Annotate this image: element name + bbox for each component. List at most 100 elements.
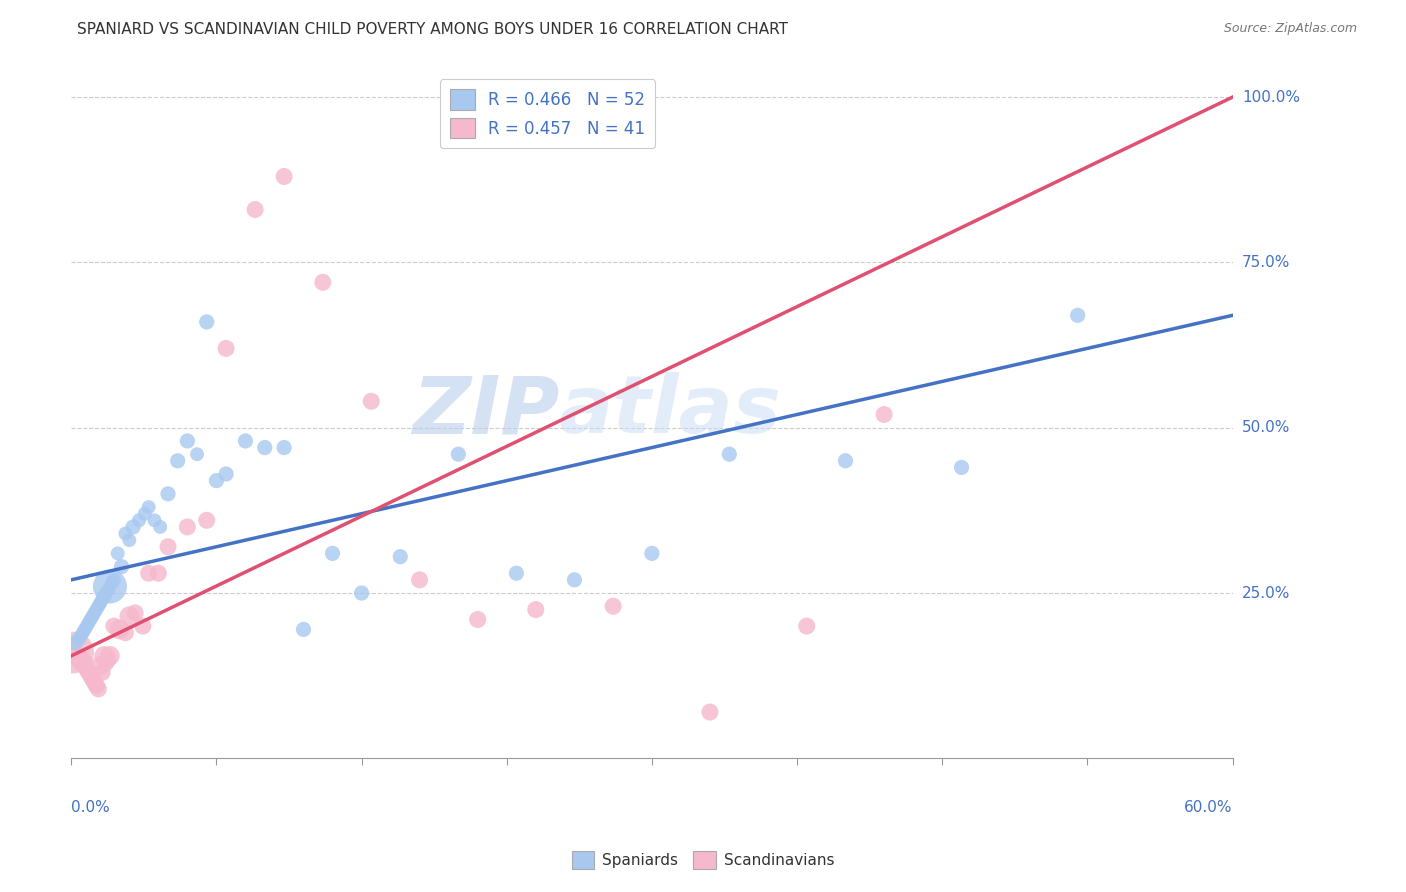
Point bbox=[138, 566, 160, 581]
Text: 75.0%: 75.0% bbox=[1243, 255, 1291, 270]
Point bbox=[215, 467, 238, 481]
Text: SPANIARD VS SCANDINAVIAN CHILD POVERTY AMONG BOYS UNDER 16 CORRELATION CHART: SPANIARD VS SCANDINAVIAN CHILD POVERTY A… bbox=[77, 22, 789, 37]
Point bbox=[70, 652, 93, 666]
Point bbox=[103, 619, 125, 633]
Point bbox=[63, 635, 86, 649]
Point bbox=[94, 656, 117, 670]
Point bbox=[114, 526, 136, 541]
Point bbox=[70, 629, 93, 643]
Point bbox=[950, 460, 973, 475]
Point bbox=[122, 520, 145, 534]
Point bbox=[834, 454, 856, 468]
Point bbox=[186, 447, 208, 461]
Point bbox=[389, 549, 412, 564]
Point bbox=[176, 520, 198, 534]
Point bbox=[132, 619, 155, 633]
Point bbox=[467, 612, 489, 626]
Point bbox=[97, 652, 120, 666]
Point bbox=[143, 513, 166, 527]
Point bbox=[243, 202, 266, 217]
Point bbox=[134, 507, 156, 521]
Point bbox=[108, 623, 131, 637]
Point bbox=[718, 447, 741, 461]
Point bbox=[273, 441, 295, 455]
Point bbox=[215, 342, 238, 356]
Point bbox=[156, 540, 179, 554]
Point bbox=[524, 602, 547, 616]
Point bbox=[273, 169, 295, 184]
Point bbox=[86, 679, 108, 693]
Point bbox=[79, 612, 101, 626]
Text: 50.0%: 50.0% bbox=[1243, 420, 1291, 435]
Point bbox=[124, 606, 146, 620]
Point bbox=[114, 625, 136, 640]
Point bbox=[72, 625, 94, 640]
Point bbox=[148, 566, 170, 581]
Point bbox=[138, 500, 160, 514]
Point bbox=[72, 656, 94, 670]
Point bbox=[166, 454, 188, 468]
Point bbox=[195, 315, 218, 329]
Point bbox=[98, 579, 121, 593]
Point bbox=[76, 619, 98, 633]
Point bbox=[94, 586, 117, 600]
Point bbox=[97, 582, 120, 597]
Point bbox=[1066, 309, 1088, 323]
Point bbox=[699, 705, 721, 719]
Point bbox=[79, 669, 101, 683]
Point bbox=[98, 648, 121, 663]
Point bbox=[408, 573, 430, 587]
Point bbox=[67, 632, 90, 647]
Point bbox=[103, 573, 125, 587]
Point bbox=[91, 592, 114, 607]
Point bbox=[873, 408, 896, 422]
Point bbox=[76, 662, 98, 676]
Point bbox=[87, 681, 110, 696]
Point bbox=[156, 487, 179, 501]
Point bbox=[82, 672, 104, 686]
Point bbox=[235, 434, 257, 448]
Point bbox=[312, 275, 335, 289]
Point bbox=[128, 513, 150, 527]
Text: 60.0%: 60.0% bbox=[1184, 800, 1233, 815]
Point bbox=[93, 590, 115, 604]
Point bbox=[350, 586, 373, 600]
Point bbox=[89, 596, 111, 610]
Text: 0.0%: 0.0% bbox=[72, 800, 110, 815]
Point bbox=[602, 599, 624, 614]
Point bbox=[322, 546, 344, 560]
Point bbox=[83, 606, 105, 620]
Point bbox=[87, 599, 110, 614]
Point bbox=[110, 559, 132, 574]
Text: ZIP: ZIP bbox=[412, 372, 560, 450]
Point bbox=[82, 609, 104, 624]
Text: atlas: atlas bbox=[560, 372, 782, 450]
Point bbox=[205, 474, 228, 488]
Point bbox=[505, 566, 527, 581]
Point bbox=[564, 573, 586, 587]
Point bbox=[93, 648, 115, 663]
Point bbox=[89, 658, 111, 673]
Text: Source: ZipAtlas.com: Source: ZipAtlas.com bbox=[1223, 22, 1357, 36]
Point bbox=[83, 675, 105, 690]
Point bbox=[292, 623, 315, 637]
Point bbox=[118, 533, 141, 548]
Point bbox=[77, 665, 100, 680]
Text: 25.0%: 25.0% bbox=[1243, 585, 1291, 600]
Point bbox=[253, 441, 276, 455]
Point bbox=[118, 609, 141, 624]
Point bbox=[360, 394, 382, 409]
Point bbox=[796, 619, 818, 633]
Legend: R = 0.466   N = 52, R = 0.457   N = 41: R = 0.466 N = 52, R = 0.457 N = 41 bbox=[440, 79, 655, 148]
Point bbox=[62, 646, 84, 660]
Point bbox=[91, 665, 114, 680]
Point bbox=[447, 447, 470, 461]
Point bbox=[107, 546, 129, 560]
Legend: Spaniards, Scandinavians: Spaniards, Scandinavians bbox=[565, 845, 841, 875]
Point bbox=[77, 615, 100, 630]
Point bbox=[195, 513, 218, 527]
Point bbox=[641, 546, 664, 560]
Point bbox=[73, 623, 96, 637]
Point bbox=[176, 434, 198, 448]
Point bbox=[86, 602, 108, 616]
